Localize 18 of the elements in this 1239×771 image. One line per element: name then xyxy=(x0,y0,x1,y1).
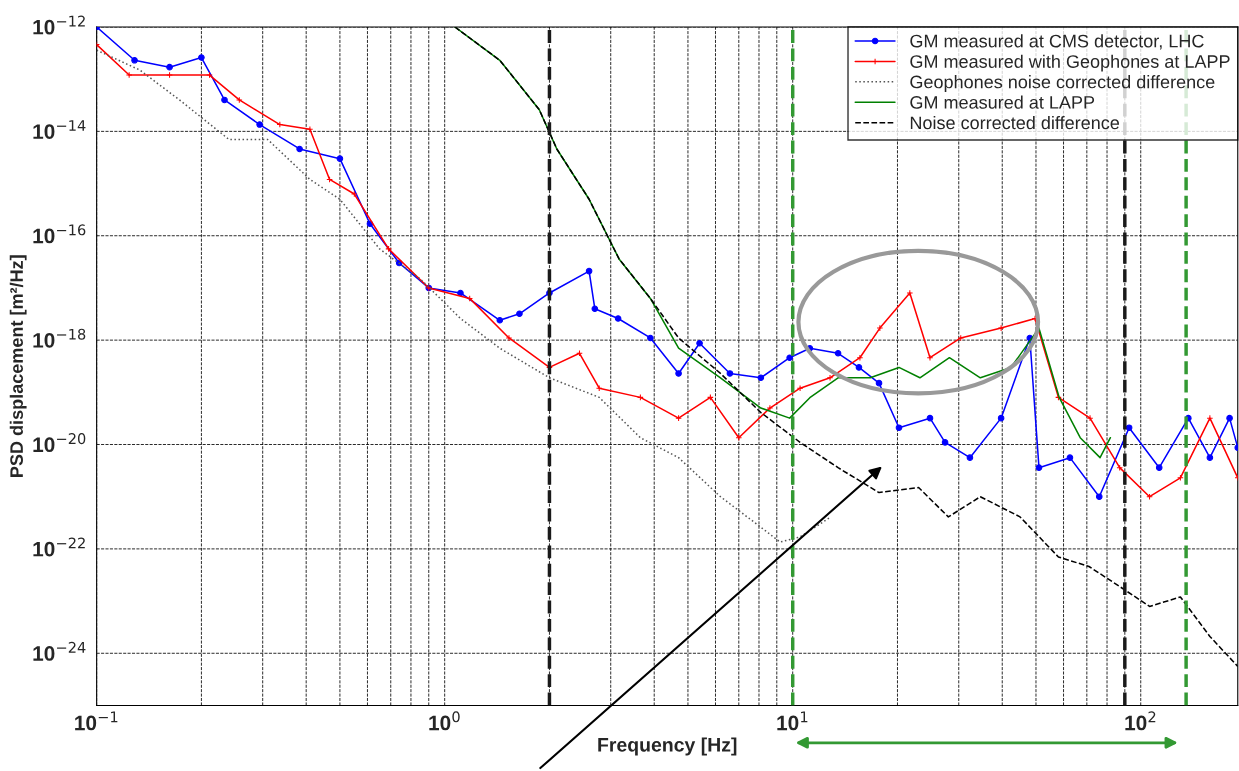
y-tick-label: 10$^{−12}$ xyxy=(33,15,85,35)
x-tick-label: 10$^{2}$ xyxy=(1125,711,1156,731)
y-tick-label: 10$^{−14}$ xyxy=(33,120,86,139)
legend-label: GM measured with Geophones at LAPP xyxy=(910,54,1230,72)
y-tick-label: 10$^{−20}$ xyxy=(33,433,86,453)
y-tick-label: 10$^{−18}$ xyxy=(33,328,86,348)
y-tick-label: 10$^{−22}$ xyxy=(33,537,85,557)
legend-label: GM measured at LAPP xyxy=(910,95,1095,109)
x-tick-label: 10$^{1}$ xyxy=(777,711,808,731)
legend-label: Noise corrected difference xyxy=(910,115,1120,130)
x-tick-label: 10$^{0}$ xyxy=(429,711,460,731)
y-axis-title: PSD displacement [m²/Hz] xyxy=(9,255,27,477)
legend-label: Geophones noise corrected difference xyxy=(910,75,1215,92)
legend-label: GM measured at CMS detector, LHC xyxy=(910,34,1204,50)
y-tick-label: 10$^{−24}$ xyxy=(33,641,86,661)
x-tick-label: 10$^{−1}$ xyxy=(75,711,118,731)
y-tick-label: 10$^{−16}$ xyxy=(33,224,86,244)
x-axis-title: Frequency [Hz] xyxy=(598,737,737,756)
